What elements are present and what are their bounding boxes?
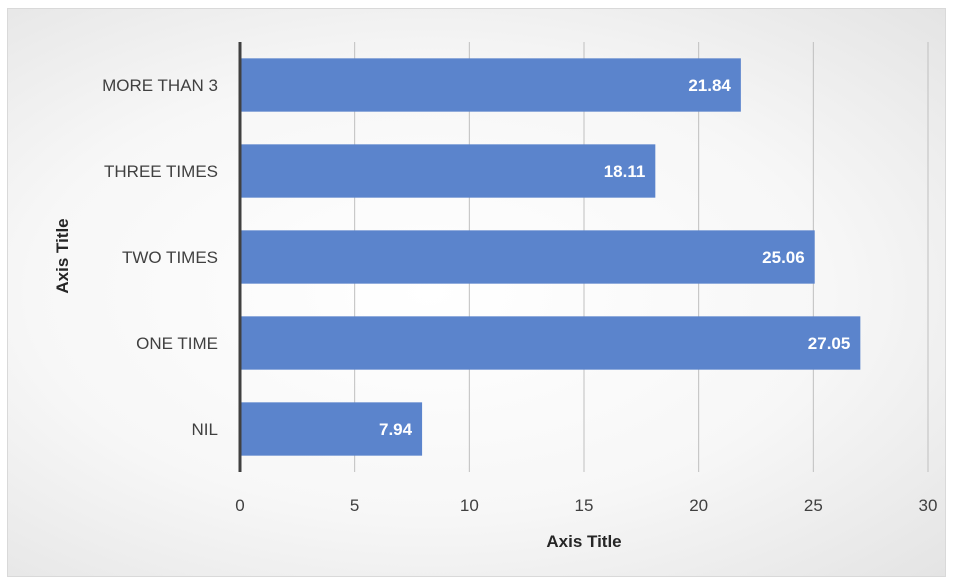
x-tick-labels: 0 5 10 15 20 25 30 (235, 496, 937, 515)
y-tick-labels: MORE THAN 3 THREE TIMES TWO TIMES ONE TIME N… (102, 76, 218, 439)
data-label: 21.84 (688, 76, 731, 95)
y-axis-title: Axis Title (53, 218, 72, 293)
bars (240, 58, 861, 456)
x-tick-label: 20 (689, 496, 708, 515)
x-tick-label: 25 (804, 496, 823, 515)
data-label: 7.94 (379, 420, 413, 439)
bar-more-than-3 (240, 58, 741, 112)
x-tick-label: 5 (350, 496, 359, 515)
y-tick-label: ONE TIME (136, 334, 218, 353)
data-labels: 21.84 18.11 25.06 27.05 7.94 (379, 76, 850, 439)
y-tick-label: TWO TIMES (122, 248, 218, 267)
bar-one-time (240, 316, 861, 370)
x-axis-title: Axis Title (546, 532, 621, 551)
y-tick-label: NIL (192, 420, 218, 439)
x-tick-label: 0 (235, 496, 244, 515)
data-label: 18.11 (604, 162, 646, 181)
bar-three-times (240, 144, 656, 198)
y-tick-label: MORE THAN 3 (102, 76, 218, 95)
y-tick-label: THREE TIMES (104, 162, 218, 181)
x-tick-label: 10 (460, 496, 479, 515)
x-tick-label: 30 (919, 496, 938, 515)
data-label: 27.05 (808, 334, 851, 353)
bar-nil (240, 402, 423, 456)
x-tick-label: 15 (575, 496, 594, 515)
bar-two-times (240, 230, 815, 284)
data-label: 25.06 (762, 248, 805, 267)
